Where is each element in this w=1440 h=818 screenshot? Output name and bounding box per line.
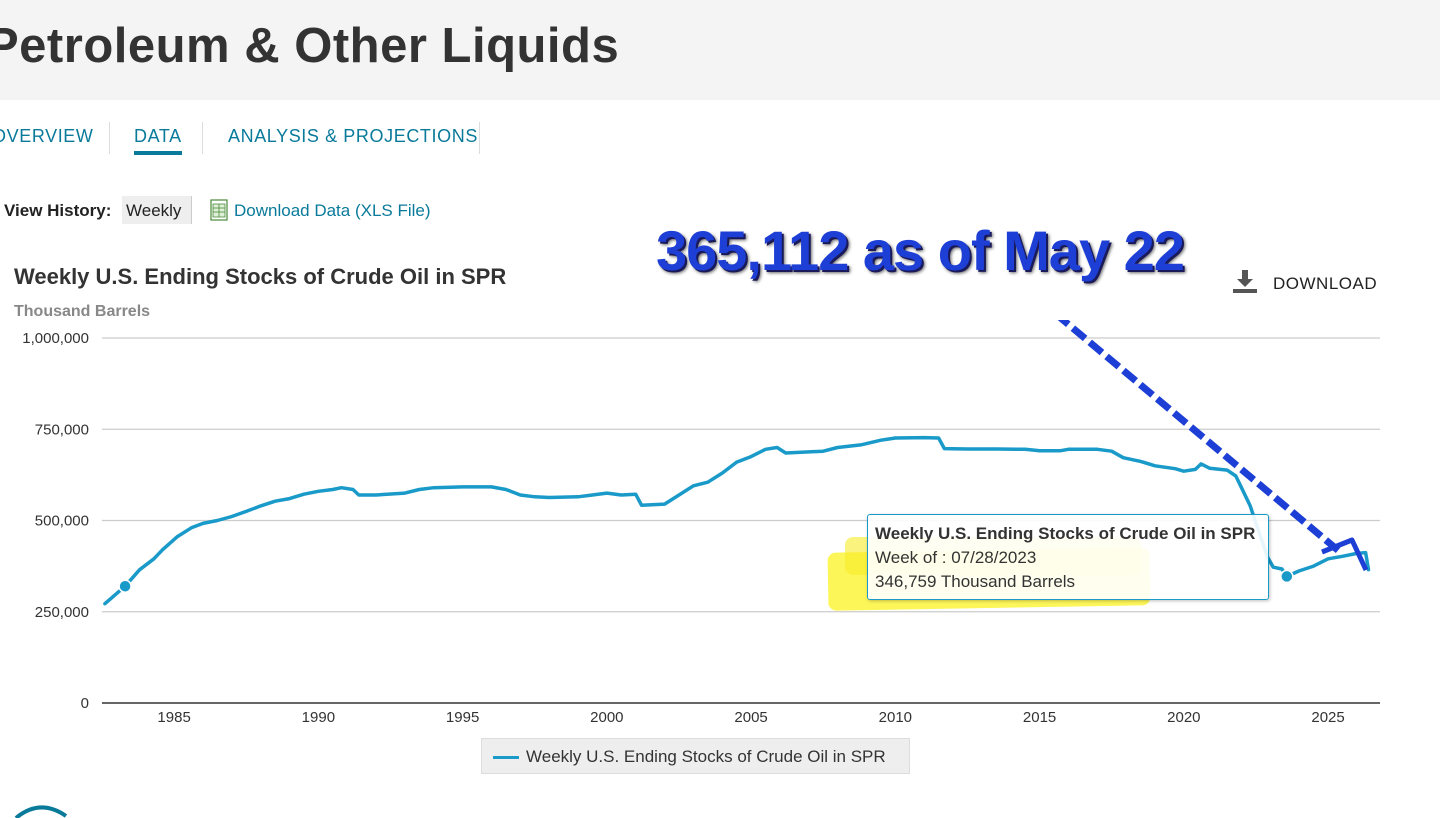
annotation-text: 365,112 as of May 22: [656, 219, 1185, 282]
tab-divider: [479, 122, 480, 154]
x-tick-label: 1995: [446, 709, 479, 726]
chart-download-button[interactable]: DOWNLOAD: [1232, 268, 1382, 296]
download-xls-link[interactable]: Download Data (XLS File): [234, 201, 431, 220]
tab-overview[interactable]: OVERVIEW: [0, 126, 94, 146]
view-history-label: View History:: [4, 201, 112, 220]
history-frequency-select[interactable]: Weekly: [122, 196, 192, 224]
tab-divider: [202, 122, 203, 154]
tooltip-week: Week of : 07/28/2023: [875, 548, 1037, 567]
chart-unit-label: Thousand Barrels: [14, 303, 151, 320]
y-tick-label: 250,000: [35, 604, 89, 621]
tooltip-value: 346,759 Thousand Barrels: [875, 572, 1076, 591]
series-line: [103, 435, 1371, 606]
tab-analysis-projections[interactable]: ANALYSIS & PROJECTIONS: [228, 126, 478, 146]
x-tick-label: 2020: [1167, 709, 1200, 726]
chart-legend[interactable]: Weekly U.S. Ending Stocks of Crude Oil i…: [481, 738, 910, 774]
x-tick-label: 2000: [590, 709, 623, 726]
x-tick-label: 1985: [157, 709, 190, 726]
x-tick-label: 2025: [1311, 709, 1344, 726]
spreadsheet-icon: [210, 199, 228, 221]
y-tick-label: 1,000,000: [22, 330, 89, 347]
nav-tabs: OVERVIEW DATA ANALYSIS & PROJECTIONS: [0, 100, 1440, 172]
page-header: Petroleum & Other Liquids: [0, 0, 1440, 100]
x-tick-label: 2010: [879, 709, 912, 726]
chart-tooltip: [867, 514, 1269, 600]
download-icon: [1233, 270, 1257, 293]
page-title: Petroleum & Other Liquids: [0, 19, 620, 73]
view-history-row: View History: Weekly Download Data (XLS …: [0, 196, 600, 226]
tooltip-title: Weekly U.S. Ending Stocks of Crude Oil i…: [875, 524, 1256, 543]
y-tick-label: 750,000: [35, 421, 89, 438]
chart-download-label: DOWNLOAD: [1273, 274, 1378, 293]
chart-title: Weekly U.S. Ending Stocks of Crude Oil i…: [14, 264, 507, 289]
y-tick-label: 500,000: [35, 513, 89, 530]
annotation-arrow: [1057, 320, 1343, 555]
tab-data[interactable]: DATA: [134, 126, 182, 155]
y-tick-label: 0: [81, 695, 89, 712]
logo-icon: [14, 805, 68, 818]
data-point-marker: [118, 579, 132, 593]
legend-swatch: [493, 756, 519, 759]
x-tick-label: 1990: [302, 709, 335, 726]
x-tick-label: 2005: [734, 709, 767, 726]
x-tick-label: 2015: [1023, 709, 1056, 726]
annotation-arrowhead: [1321, 537, 1369, 572]
legend-label: Weekly U.S. Ending Stocks of Crude Oil i…: [526, 747, 886, 766]
tab-divider: [109, 122, 110, 154]
data-point-marker: [1280, 569, 1294, 584]
